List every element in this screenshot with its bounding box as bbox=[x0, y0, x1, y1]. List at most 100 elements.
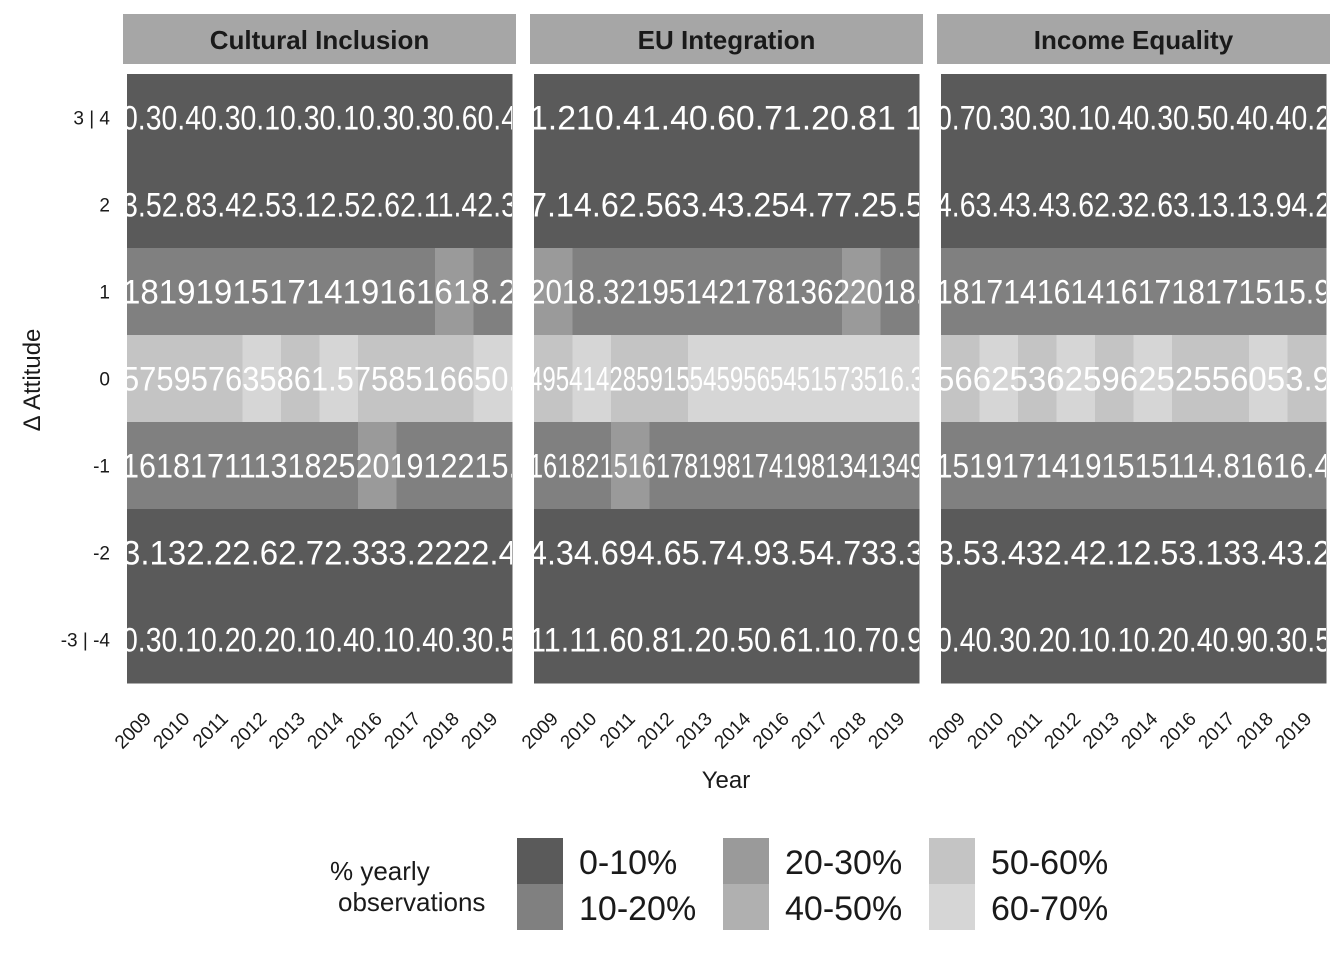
legend-swatch bbox=[517, 838, 563, 884]
heatmap-cell bbox=[611, 74, 650, 162]
heatmap-cell bbox=[396, 422, 436, 510]
heatmap-cell bbox=[688, 248, 727, 336]
heatmap-cell bbox=[941, 422, 980, 510]
heatmap-cell bbox=[204, 335, 243, 423]
cell-value-label: 3.52.83.42.53.12.52.62.11.42.3 bbox=[122, 187, 517, 225]
heatmap-cell bbox=[941, 161, 980, 249]
heatmap-cell bbox=[396, 509, 436, 597]
heatmap-cell bbox=[726, 248, 766, 336]
heatmap-cell bbox=[649, 248, 689, 336]
heatmap-cell bbox=[127, 596, 166, 684]
facet-strip bbox=[937, 14, 1330, 64]
heatmap-cell bbox=[726, 335, 766, 423]
cell-value-label: 2018.3219514217813622018. bbox=[529, 274, 924, 312]
heatmap-cell bbox=[1056, 161, 1096, 249]
heatmap-cell bbox=[688, 509, 727, 597]
heatmap-cell bbox=[1172, 161, 1211, 249]
heatmap-cell bbox=[281, 161, 320, 249]
heatmap-cell bbox=[127, 422, 166, 510]
heatmap-cell bbox=[473, 161, 513, 249]
heatmap-cell bbox=[1287, 248, 1327, 336]
heatmap-cell bbox=[281, 248, 320, 336]
facet-strip bbox=[530, 14, 923, 64]
heatmap-cell bbox=[473, 335, 513, 423]
heatmap-cell bbox=[880, 161, 920, 249]
heatmap-cell bbox=[319, 509, 359, 597]
heatmap-cell bbox=[1133, 509, 1173, 597]
facet-title: EU Integration bbox=[638, 25, 816, 55]
heatmap-cell bbox=[1056, 596, 1096, 684]
heatmap-cell bbox=[358, 161, 397, 249]
heatmap-cell bbox=[765, 422, 804, 510]
heatmap-cell bbox=[842, 74, 881, 162]
cell-value-label: 1618215161781981741981341349 bbox=[529, 448, 924, 486]
legend-title: observations bbox=[338, 887, 485, 917]
heatmap-cell bbox=[242, 74, 282, 162]
heatmap-cell bbox=[127, 335, 166, 423]
heatmap-cell bbox=[842, 509, 881, 597]
heatmap-cell bbox=[281, 422, 320, 510]
heatmap-cell bbox=[242, 422, 282, 510]
heatmap-cell bbox=[1133, 596, 1173, 684]
heatmap-cell bbox=[1172, 422, 1211, 510]
heatmap-cell bbox=[435, 248, 474, 336]
heatmap-cell bbox=[204, 596, 243, 684]
x-tick-label: 2018 bbox=[1233, 709, 1278, 754]
heatmap-cell bbox=[319, 596, 359, 684]
heatmap-cell bbox=[358, 248, 397, 336]
heatmap-cell bbox=[611, 509, 650, 597]
heatmap-cell bbox=[204, 74, 243, 162]
heatmap-cell bbox=[1172, 335, 1211, 423]
heatmap-cell bbox=[1133, 161, 1173, 249]
heatmap-cell bbox=[979, 161, 1019, 249]
heatmap-cell bbox=[1018, 596, 1057, 684]
heatmap-cell bbox=[765, 596, 804, 684]
cell-value-label: 0.30.10.20.20.10.40.10.40.30.5 bbox=[122, 622, 517, 660]
heatmap-cell bbox=[358, 74, 397, 162]
x-tick-label: 2009 bbox=[111, 709, 156, 754]
heatmap-cell bbox=[803, 335, 843, 423]
heatmap-cell bbox=[1056, 74, 1096, 162]
heatmap-cell bbox=[726, 596, 766, 684]
legend-label: 60-70% bbox=[991, 890, 1108, 928]
heatmap-cell bbox=[979, 248, 1019, 336]
heatmap-cell bbox=[611, 335, 650, 423]
heatmap-cell bbox=[1249, 596, 1288, 684]
heatmap-cell bbox=[1210, 596, 1250, 684]
x-tick-label: 2018 bbox=[419, 709, 464, 754]
heatmap-cell bbox=[765, 74, 804, 162]
heatmap-cell bbox=[1249, 509, 1288, 597]
y-axis-title: Δ Attitude bbox=[19, 329, 46, 432]
heatmap-cell bbox=[435, 422, 474, 510]
x-tick-label: 2012 bbox=[634, 709, 679, 754]
x-tick-label: 2009 bbox=[518, 709, 563, 754]
x-tick-label: 2014 bbox=[304, 708, 349, 753]
heatmap-cell bbox=[319, 161, 359, 249]
heatmap-cell bbox=[611, 596, 650, 684]
heatmap-cell bbox=[358, 422, 397, 510]
heatmap-cell bbox=[765, 335, 804, 423]
heatmap-cell bbox=[319, 335, 359, 423]
heatmap-cell bbox=[127, 248, 166, 336]
heatmap-cell bbox=[281, 596, 320, 684]
heatmap-cell bbox=[473, 248, 513, 336]
heatmap-cell bbox=[1133, 248, 1173, 336]
heatmap-cell bbox=[1210, 161, 1250, 249]
heatmap-cell bbox=[880, 335, 920, 423]
cell-value-label: 4.63.43.43.62.32.63.13.13.94.2 bbox=[936, 187, 1331, 225]
heatmap-cell bbox=[534, 74, 573, 162]
heatmap-cell bbox=[611, 161, 650, 249]
heatmap-cell bbox=[1095, 422, 1134, 510]
heatmap-cell bbox=[941, 509, 980, 597]
heatmap-cell bbox=[473, 596, 513, 684]
heatmap-cell bbox=[1287, 74, 1327, 162]
x-axis-title: Year bbox=[702, 767, 751, 794]
heatmap-cell bbox=[358, 335, 397, 423]
heatmap-cell bbox=[1018, 161, 1057, 249]
heatmap-cell bbox=[127, 509, 166, 597]
heatmap-cell bbox=[880, 422, 920, 510]
legend-swatch bbox=[929, 838, 975, 884]
heatmap-cell bbox=[1287, 509, 1327, 597]
heatmap-cell bbox=[396, 161, 436, 249]
legend-label: 20-30% bbox=[785, 844, 902, 882]
